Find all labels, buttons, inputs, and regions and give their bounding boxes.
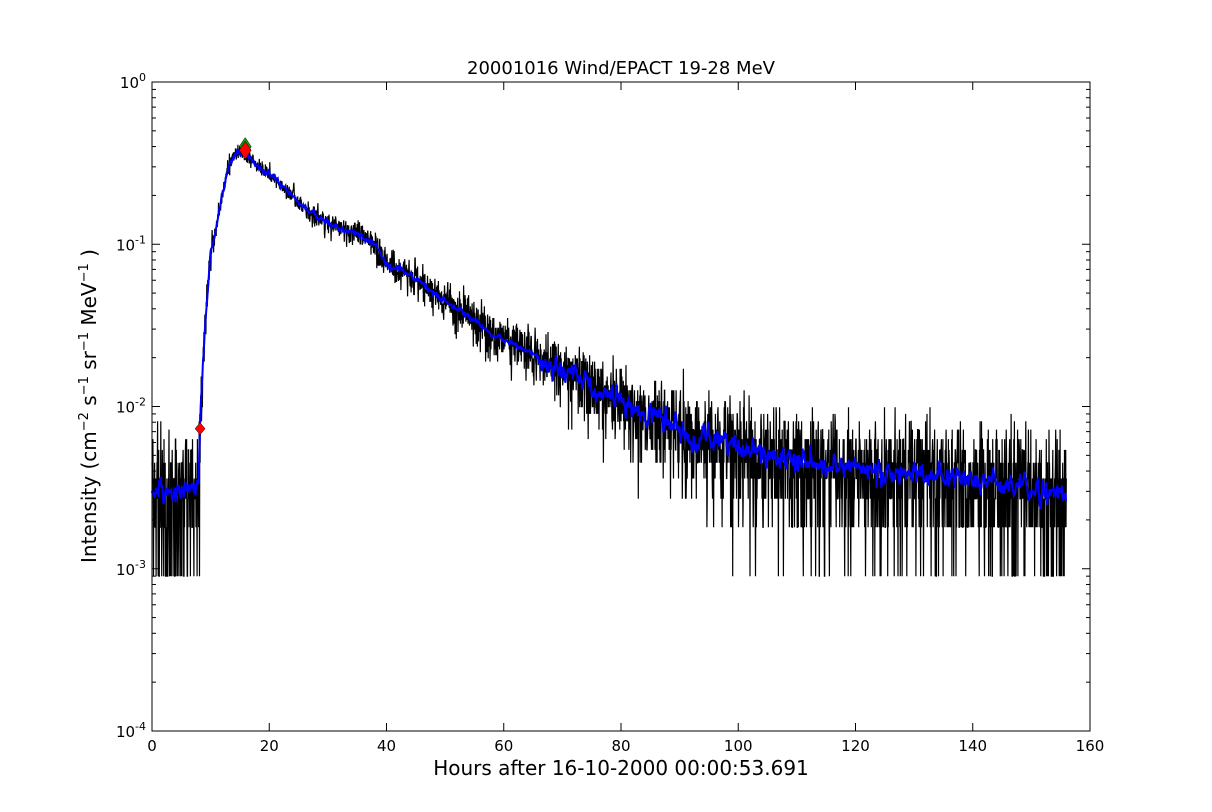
y-tick-base: 10 [120, 74, 139, 92]
x-tick-labels: 0 20 40 60 80 100 120 140 160 [147, 737, 1104, 755]
x-tick-label: 20 [260, 737, 279, 755]
y-tick-label: 10-1 [116, 233, 146, 254]
x-axis-label: Hours after 16-10-2000 00:00:53.691 [433, 756, 809, 780]
y-tick-base: 10 [116, 236, 135, 254]
y-tick-exp: -1 [135, 233, 146, 246]
x-tick-label: 40 [377, 737, 396, 755]
y-label-prefix: Intensity (cm [77, 431, 101, 563]
raw-intensity-line [151, 144, 1067, 577]
y-label-s: s [77, 395, 101, 412]
y-tick-base: 10 [116, 723, 135, 741]
tick-layer [151, 81, 1091, 732]
y-label-suffix: ) [77, 249, 101, 263]
x-tick-label: 80 [611, 737, 630, 755]
y-label-sup: −1 [77, 376, 92, 395]
x-tick-label: 60 [494, 737, 513, 755]
peak-marker [238, 140, 252, 160]
series-layer [151, 144, 1067, 577]
x-tick-label: 100 [724, 737, 753, 755]
x-tick-label: 120 [841, 737, 870, 755]
smoothed-intensity-line [151, 147, 1067, 510]
y-tick-exp: -2 [135, 396, 146, 409]
y-axis-label: Intensity (cm−2 s−1 sr−1 MeV−1 ) [77, 249, 101, 563]
y-label-sup: −1 [77, 332, 92, 351]
y-tick-label: 10-3 [116, 558, 146, 579]
onset-marker [194, 422, 206, 436]
y-label-mev: MeV [77, 282, 101, 332]
y-tick-label: 10-2 [116, 396, 146, 417]
y-tick-exp: 0 [139, 71, 146, 84]
y-tick-label: 100 [120, 71, 146, 92]
y-tick-exp: -4 [135, 720, 146, 733]
y-label-sup: −2 [77, 412, 92, 431]
y-tick-base: 10 [116, 561, 135, 579]
y-tick-exp: -3 [135, 558, 146, 571]
y-tick-label: 10-4 [116, 720, 146, 741]
y-label-sup: −1 [77, 263, 92, 282]
x-tick-label: 140 [958, 737, 987, 755]
y-label-sr: sr [77, 350, 101, 376]
x-tick-label: 0 [147, 737, 157, 755]
marker-layer [194, 137, 252, 436]
x-tick-label: 160 [1076, 737, 1105, 755]
y-tick-base: 10 [116, 399, 135, 417]
chart-title: 20001016 Wind/EPACT 19-28 MeV [467, 58, 776, 79]
